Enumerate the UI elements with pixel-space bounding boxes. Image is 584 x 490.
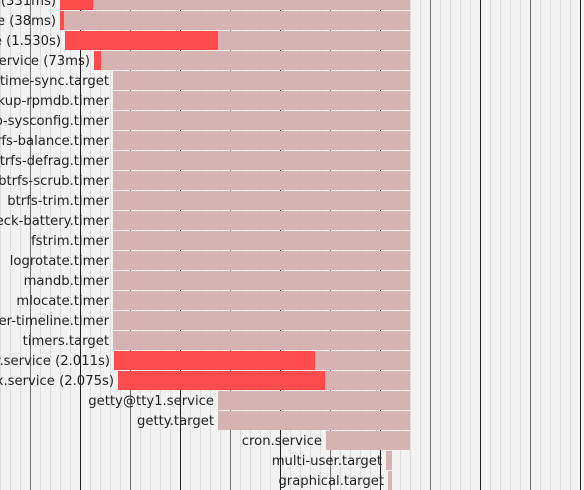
unit-label: display-manager.service (2.011s) [0, 354, 110, 369]
unit-label: check-battery.timer [0, 214, 110, 229]
span-bar [113, 251, 410, 270]
unit-label: snapper-timeline.timer [0, 314, 110, 329]
span-bar [113, 311, 410, 330]
unit-label: btrfs-defrag.timer [0, 154, 110, 169]
span-bar [218, 411, 410, 430]
span-bar [113, 211, 410, 230]
span-bar [113, 71, 410, 90]
unit-label: btrfs-trim.timer [7, 194, 109, 209]
unit-label: backup-rpmdb.timer [0, 94, 110, 109]
unit-label: mlocate.timer [16, 294, 109, 309]
unit-label: time-sync.target [0, 74, 109, 89]
span-bar [113, 131, 410, 150]
span-bar [218, 391, 410, 410]
span-bar [386, 451, 392, 470]
span-bar [113, 291, 410, 310]
span-bar [113, 331, 410, 350]
unit-label: multi-user.target [272, 454, 382, 469]
label-group: autofs.service (331ms) systemd-user-sessi… [0, 0, 384, 489]
unit-label: btrfs-scrub.timer [0, 174, 110, 189]
unit-label: cron.service [242, 434, 322, 449]
span-bar [113, 231, 410, 250]
unit-label: systemd-user-sessions.service (38ms) [0, 14, 56, 29]
span-bar [113, 271, 410, 290]
unit-label: graphical.target [278, 474, 384, 489]
active-bar [65, 31, 218, 50]
span-bar [60, 11, 410, 30]
active-bar [114, 351, 315, 370]
unit-label: autofs.service (331ms) [0, 0, 56, 9]
active-bar [118, 371, 325, 390]
unit-label: logrotate.timer [10, 254, 110, 269]
active-bar [94, 51, 101, 70]
active-bar [60, 0, 93, 10]
span-bar [60, 0, 410, 10]
unit-label: getty@tty1.service [88, 394, 214, 409]
unit-label: timers.target [23, 334, 109, 349]
unit-label: plymouth-quit-wait.service (1.530s) [0, 34, 61, 49]
unit-label: postfix.service (2.075s) [0, 374, 114, 389]
span-bar [94, 51, 410, 70]
span-bar [326, 431, 410, 450]
span-bar [113, 191, 410, 210]
span-bar [388, 471, 392, 490]
unit-label: btrfs-balance.timer [0, 134, 110, 149]
unit-label: systemd-logind.service (73ms) [0, 54, 90, 69]
bar-group [60, 0, 410, 490]
span-bar [113, 111, 410, 130]
unit-label: getty.target [137, 414, 214, 429]
unit-label: fstrim.timer [31, 234, 110, 249]
unit-label: mandb.timer [24, 274, 110, 289]
span-bar [113, 151, 410, 170]
span-bar [113, 171, 410, 190]
span-bar [113, 91, 410, 110]
active-bar [60, 11, 64, 30]
unit-label: backup-sysconfig.timer [0, 114, 110, 129]
